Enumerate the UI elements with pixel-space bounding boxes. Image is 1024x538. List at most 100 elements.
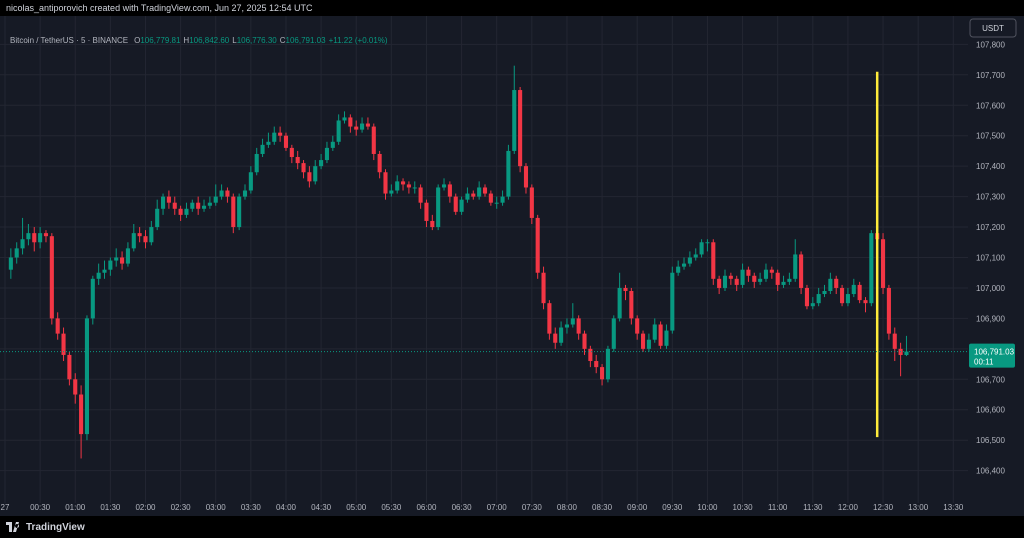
- y-tick-label: 106,600: [976, 406, 1005, 415]
- candle-body: [131, 233, 136, 249]
- candle-body: [149, 227, 154, 243]
- candle-body: [84, 318, 89, 435]
- candle-body: [73, 379, 78, 395]
- ohlc-value: 106,779.81: [140, 36, 181, 45]
- candle-body: [687, 257, 692, 264]
- candle-body: [529, 187, 534, 218]
- candle-body: [254, 153, 259, 173]
- candle-body: [430, 220, 435, 228]
- candle-body: [471, 193, 476, 197]
- candle-body: [810, 303, 815, 307]
- candle-body: [32, 233, 37, 243]
- candle-body: [289, 147, 294, 158]
- y-tick-label: 107,000: [976, 284, 1005, 293]
- candle-body: [523, 166, 529, 188]
- candle-body: [559, 327, 564, 343]
- ohlc-value: 106,776.30: [236, 36, 277, 45]
- brand: TradingView: [26, 521, 85, 533]
- candle-body: [219, 190, 224, 197]
- x-tick-label: 09:00: [627, 503, 648, 512]
- candle-body: [424, 202, 429, 221]
- attribution-bar: nicolas_antiporovich created with Tradin…: [0, 0, 1024, 16]
- candle-body: [693, 254, 698, 258]
- candle-body: [564, 324, 569, 328]
- candle-body: [272, 132, 277, 142]
- candle-body: [14, 248, 19, 258]
- candle-body: [120, 257, 125, 264]
- candle-body: [389, 190, 394, 194]
- candle-body: [184, 208, 189, 215]
- ohlc-value: 106,842.60: [189, 36, 230, 45]
- candle-body: [441, 184, 447, 188]
- candle-body: [278, 132, 283, 136]
- candle-body: [512, 90, 517, 151]
- candle-body: [190, 202, 195, 209]
- candle-body: [769, 269, 774, 273]
- candle-body: [377, 153, 382, 173]
- legend: Bitcoin / TetherUS · 5 · BINANCE O106,779…: [10, 36, 391, 45]
- candle-body: [869, 233, 874, 304]
- candle-body: [676, 266, 681, 273]
- candle-body: [541, 272, 546, 304]
- candle-body: [459, 199, 464, 212]
- candle-body: [412, 187, 417, 189]
- candle-body: [717, 278, 722, 288]
- candle-body: [125, 248, 130, 264]
- y-tick-label: 107,700: [976, 71, 1005, 80]
- candle-body: [752, 275, 757, 282]
- candle-body: [102, 269, 107, 273]
- x-tick-label: 08:00: [557, 503, 578, 512]
- candle-body: [722, 275, 728, 288]
- x-tick-label: 12:30: [873, 503, 894, 512]
- candle-body: [488, 193, 493, 203]
- candle-body: [553, 333, 558, 343]
- ohlc-key: L: [232, 36, 237, 45]
- candle-body: [20, 239, 25, 249]
- x-tick-label: 00:30: [30, 503, 51, 512]
- x-tick-label: 11:30: [803, 503, 823, 512]
- candle-body: [576, 318, 581, 334]
- last-price-label: 106,791.03: [974, 348, 1015, 357]
- candle-body: [260, 144, 265, 154]
- candle-body: [506, 150, 511, 197]
- candle-body: [172, 202, 177, 209]
- candle-body: [600, 367, 605, 380]
- candle-body: [161, 196, 166, 209]
- x-tick-label: 03:30: [241, 503, 262, 512]
- candle-body: [38, 233, 43, 243]
- candle-body: [307, 172, 312, 182]
- candle-body: [67, 354, 72, 380]
- candle-body: [728, 275, 733, 279]
- candle-body: [629, 290, 634, 319]
- candle-body: [155, 208, 160, 228]
- candle-body: [8, 257, 13, 270]
- y-tick-label: 107,300: [976, 193, 1005, 202]
- candle-body: [55, 318, 60, 334]
- candle-body: [283, 135, 289, 148]
- candle-body: [26, 233, 31, 240]
- candle-body: [336, 120, 341, 142]
- candle-body: [828, 278, 833, 291]
- candle-body: [535, 217, 540, 273]
- candle-body: [43, 233, 49, 237]
- y-tick-label: 107,500: [976, 132, 1005, 141]
- ohlc-key: O: [134, 36, 141, 45]
- candle-body: [658, 324, 663, 346]
- x-tick-label: 13:00: [908, 503, 929, 512]
- currency-box: [969, 18, 1017, 38]
- x-tick-label: 02:00: [135, 503, 156, 512]
- candle-body: [324, 147, 329, 161]
- candle-body: [477, 187, 482, 197]
- candle-body: [681, 263, 687, 267]
- candle-body: [248, 172, 253, 191]
- candle-body: [646, 339, 651, 349]
- candle-body: [904, 351, 909, 355]
- candle-body: [851, 284, 856, 295]
- candle-body: [365, 123, 370, 127]
- candle-body: [664, 330, 669, 346]
- candle-body: [570, 318, 575, 325]
- candle-body: [500, 196, 505, 203]
- x-tick-label: 13:30: [943, 503, 964, 512]
- logo: TradingView: [6, 520, 85, 534]
